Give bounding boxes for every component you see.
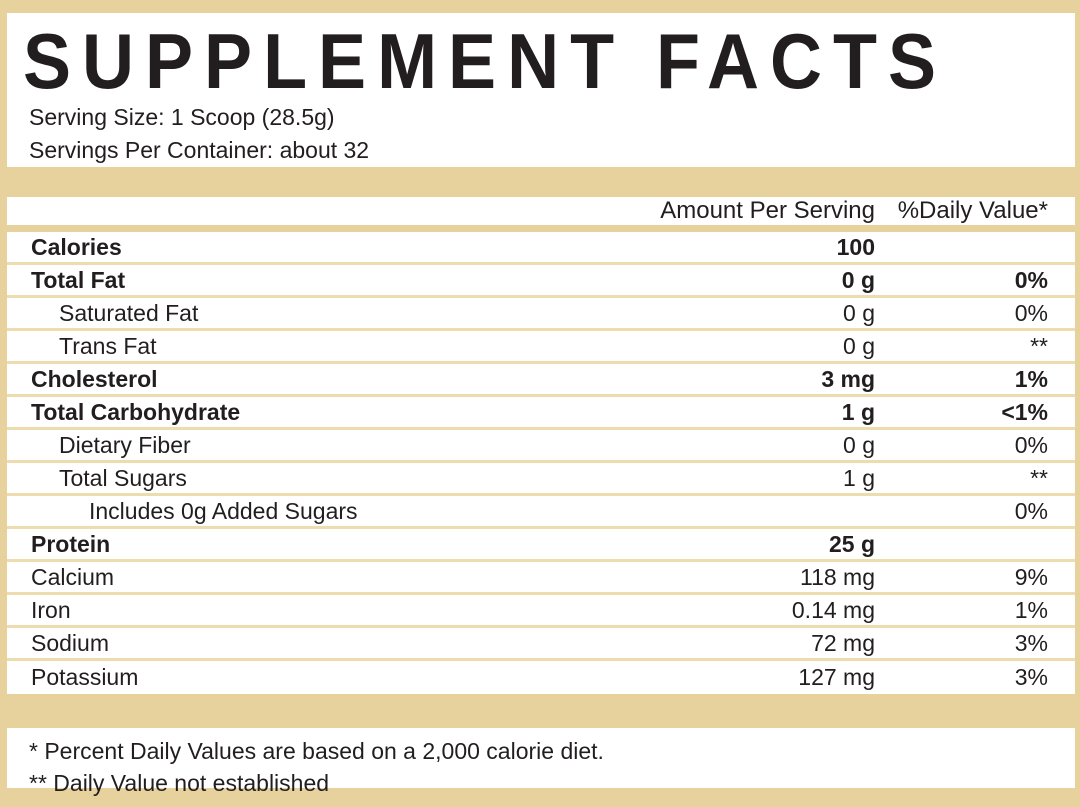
nutrient-amount: 1 g <box>841 398 875 425</box>
nutrient-label: Calories <box>31 233 122 260</box>
nutrient-daily-value: 0% <box>1014 299 1048 326</box>
table-row-added-sugars: Includes 0g Added Sugars 0% <box>7 496 1075 529</box>
table-row-trans-fat: Trans Fat 0 g ** <box>7 331 1075 364</box>
nutrient-label: Total Carbohydrate <box>31 398 241 425</box>
nutrient-amount: 0 g <box>843 332 875 359</box>
table-row-sodium: Sodium 72 mg 3% <box>7 628 1075 661</box>
table-row-saturated-fat: Saturated Fat 0 g 0% <box>7 298 1075 331</box>
nutrient-amount: 0 g <box>843 431 875 458</box>
nutrient-daily-value: 3% <box>1014 629 1048 656</box>
nutrient-amount: 1 g <box>843 464 875 491</box>
nutrient-amount: 72 mg <box>811 629 875 656</box>
table-row-dietary-fiber: Dietary Fiber 0 g 0% <box>7 430 1075 463</box>
separator-band-bottom <box>7 694 1075 728</box>
table-row-cholesterol: Cholesterol 3 mg 1% <box>7 364 1075 397</box>
page-title: SUPPLEMENT FACTS <box>23 18 948 106</box>
table-row-calcium: Calcium 118 mg 9% <box>7 562 1075 595</box>
nutrient-label: Trans Fat <box>59 332 157 359</box>
nutrient-daily-value: <1% <box>1001 398 1048 425</box>
nutrient-daily-value: 9% <box>1014 563 1048 590</box>
table-row-total-fat: Total Fat 0 g 0% <box>7 265 1075 298</box>
separator-band-top <box>7 167 1075 197</box>
nutrient-label: Total Fat <box>31 266 126 293</box>
nutrient-label: Total Sugars <box>59 464 187 491</box>
nutrient-amount: 3 mg <box>821 365 875 392</box>
nutrient-amount: 0 g <box>843 299 875 326</box>
nutrient-label: Saturated Fat <box>59 299 199 326</box>
footnote-not-established: ** Daily Value not established <box>29 770 330 796</box>
nutrient-daily-value: 1% <box>1014 596 1048 623</box>
nutrient-daily-value: 3% <box>1014 664 1048 690</box>
nutrient-label: Protein <box>31 530 111 557</box>
servings-per-container: Servings Per Container: about 32 <box>29 137 370 163</box>
label-header: SUPPLEMENT FACTS Serving Size: 1 Scoop (… <box>7 13 1075 167</box>
nutrient-label: Cholesterol <box>31 365 158 392</box>
nutrient-daily-value: 0% <box>1014 497 1048 524</box>
table-header-row: Amount Per Serving %Daily Value* <box>7 197 1075 232</box>
nutrient-label: Sodium <box>31 629 109 656</box>
nutrient-label: Potassium <box>31 664 139 690</box>
header-daily-value: %Daily Value* <box>897 197 1048 224</box>
table-row-protein: Protein 25 g <box>7 529 1075 562</box>
table-row-total-sugars: Total Sugars 1 g ** <box>7 463 1075 496</box>
footnotes: * Percent Daily Values are based on a 2,… <box>7 728 1075 796</box>
nutrient-label: Iron <box>31 596 71 623</box>
nutrient-label: Dietary Fiber <box>59 431 191 458</box>
serving-info: Serving Size: 1 Scoop (28.5g) Servings P… <box>23 101 1059 167</box>
table-row-potassium: Potassium 127 mg 3% <box>7 661 1075 694</box>
nutrient-amount: 100 <box>836 233 875 260</box>
nutrient-label: Includes 0g Added Sugars <box>89 497 358 524</box>
nutrient-amount: 0.14 mg <box>791 596 875 623</box>
nutrient-label: Calcium <box>31 563 115 590</box>
serving-size: Serving Size: 1 Scoop (28.5g) <box>29 104 335 130</box>
nutrient-amount: 118 mg <box>799 563 875 590</box>
nutrient-daily-value: ** <box>1030 332 1048 359</box>
nutrition-table: Amount Per Serving %Daily Value* Calorie… <box>7 197 1075 694</box>
nutrient-amount: 0 g <box>841 266 875 293</box>
nutrient-daily-value: ** <box>1030 464 1048 491</box>
nutrient-amount: 25 g <box>828 530 875 557</box>
footnote-daily-values: * Percent Daily Values are based on a 2,… <box>29 738 604 764</box>
nutrient-daily-value: 0% <box>1014 266 1048 293</box>
nutrient-daily-value: 1% <box>1014 365 1048 392</box>
nutrient-amount: 127 mg <box>798 664 875 690</box>
table-row-iron: Iron 0.14 mg 1% <box>7 595 1075 628</box>
nutrient-daily-value: 0% <box>1014 431 1048 458</box>
header-amount-per-serving: Amount Per Serving <box>660 197 875 224</box>
table-row-calories: Calories 100 <box>7 232 1075 265</box>
table-row-total-carbohydrate: Total Carbohydrate 1 g <1% <box>7 397 1075 430</box>
